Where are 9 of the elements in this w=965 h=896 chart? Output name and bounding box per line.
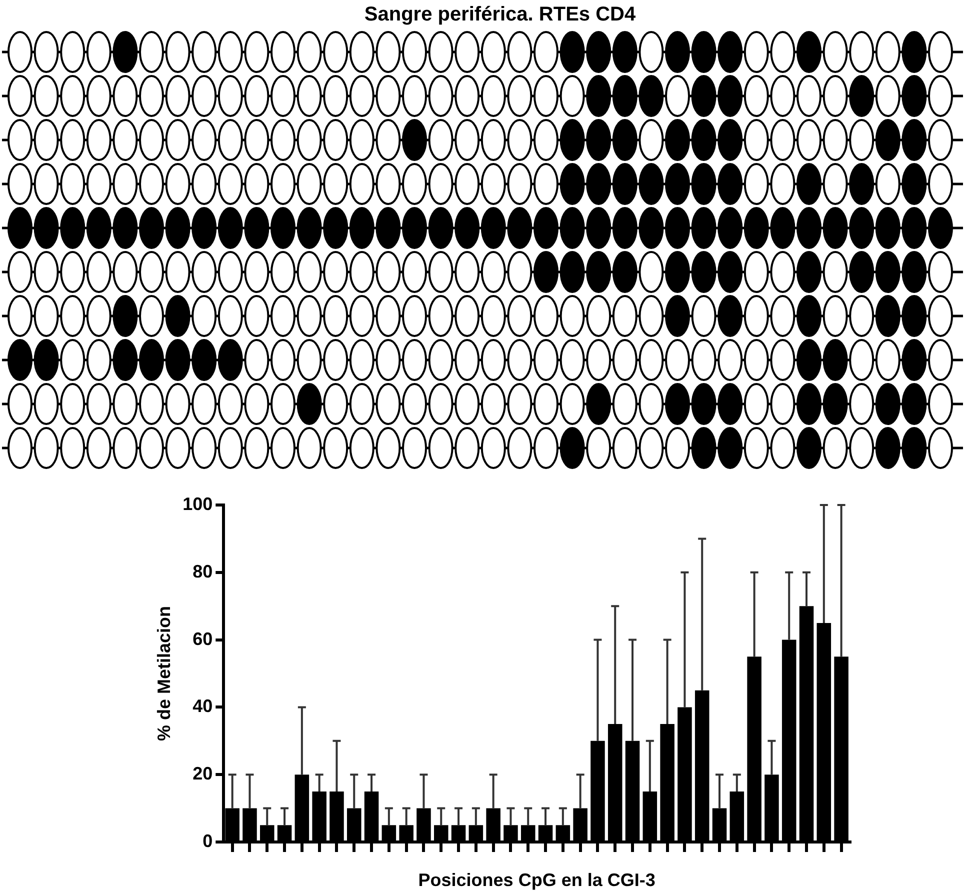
x-axis-title: Posiciones CpG en la CGI-3 [418, 870, 656, 890]
y-tick-label: 60 [192, 628, 213, 649]
y-tick-label: 20 [192, 764, 213, 784]
y-axis-title: % de Metilacion [154, 606, 174, 742]
y-tick-label: 0 [202, 830, 213, 851]
y-tick-label: 100 [182, 494, 213, 514]
y-tick-label: 80 [192, 561, 213, 582]
chart-title: Sangre periférica. RTEs CD4 [364, 4, 636, 26]
y-tick-label: 40 [192, 696, 213, 716]
